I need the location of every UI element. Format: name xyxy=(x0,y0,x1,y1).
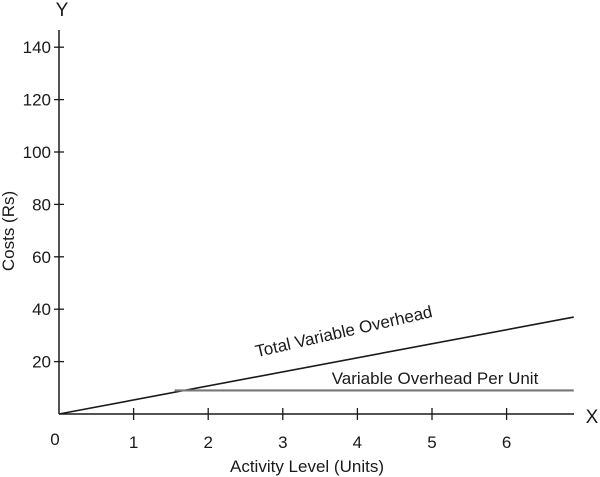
y-axis-title: Costs (Rs) xyxy=(0,191,18,271)
x-tick-label: 5 xyxy=(427,433,436,452)
x-tick-label: 2 xyxy=(203,433,212,452)
x-tick-label: 3 xyxy=(278,433,287,452)
axes xyxy=(58,30,574,415)
total-variable-overhead-label: Total Variable Overhead xyxy=(253,302,434,361)
x-axis-letter: X xyxy=(586,407,599,428)
variable-overhead-per-unit-label: Variable Overhead Per Unit xyxy=(332,369,539,388)
x-tick-label: 4 xyxy=(353,433,362,452)
y-tick-label: 100 xyxy=(23,143,51,162)
y-axis-letter: Y xyxy=(56,0,69,21)
y-tick-label: 80 xyxy=(32,195,51,214)
y-tick-label: 120 xyxy=(23,91,51,110)
x-axis-title: Activity Level (Units) xyxy=(230,457,384,476)
x-tick-label: 6 xyxy=(502,433,511,452)
series xyxy=(58,316,574,415)
origin-label: 0 xyxy=(50,430,59,449)
ticks: 1 2 3 4 5 6 20 40 60 80 100 120 140 xyxy=(23,38,512,452)
y-tick-label: 60 xyxy=(32,248,51,267)
y-tick-label: 20 xyxy=(32,353,51,372)
y-tick-label: 140 xyxy=(23,38,51,57)
y-tick-label: 40 xyxy=(32,300,51,319)
total-variable-overhead-line xyxy=(58,316,574,415)
x-tick-label: 1 xyxy=(129,433,138,452)
